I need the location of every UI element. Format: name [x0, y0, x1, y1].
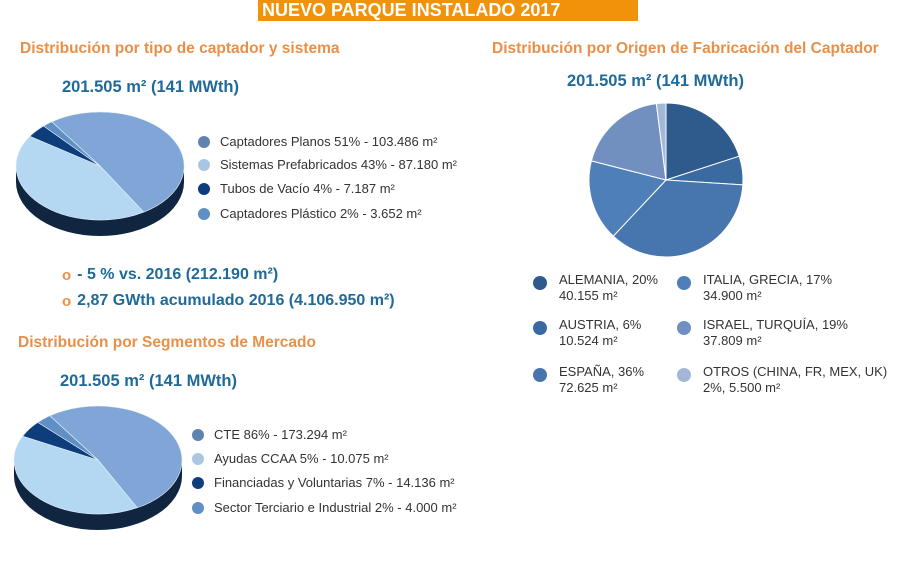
legend-item: ALEMANIA, 20% 40.155 m² — [533, 272, 658, 304]
legend-value: 72.625 m² — [559, 380, 618, 395]
legend-swatch — [533, 368, 547, 382]
legend-label: Captadores Planos 51% - 103.486 m² — [220, 134, 438, 149]
legend-label: Captadores Plástico 2% - 3.652 m² — [220, 206, 422, 221]
legend-label: ITALIA, GRECIA, 17% — [703, 272, 833, 287]
section-total-segmentos: 201.505 m² (141 MWth) — [60, 372, 237, 390]
legend-label: ALEMANIA, 20% — [559, 272, 658, 287]
legend-item: OTROS (CHINA, FR, MEX, UK) 2%, 5.500 m² — [677, 364, 887, 396]
legend-item: ESPAÑA, 36% 72.625 m² — [533, 364, 644, 396]
pie-slice-alemania — [665, 102, 740, 181]
pie-slice-espa-a — [612, 179, 744, 258]
legend-swatch — [192, 476, 204, 489]
pie-slice-sector-terciario-e-industrial — [37, 415, 99, 461]
legend-value: 37.809 m² — [703, 333, 762, 348]
section-title-tipo-captador: Distribución por tipo de captador y sist… — [20, 40, 340, 57]
pie-chart-tipo-captador — [15, 111, 185, 236]
bullet-marker-icon: o — [62, 292, 72, 310]
legend-label: Ayudas CCAA 5% - 10.075 m² — [214, 451, 389, 466]
legend-swatch — [533, 321, 547, 335]
pie-slice-captadores-planos — [51, 111, 185, 213]
section-title-origen: Distribución por Origen de Fabricación d… — [492, 40, 879, 57]
legend-item: ITALIA, GRECIA, 17% 34.900 m² — [677, 272, 832, 304]
pie-slice-otros-china-fr-mex-uk- — [655, 102, 667, 181]
legend-item: Sector Terciario e Industrial 2% - 4.000… — [192, 500, 457, 515]
legend-value: 2%, 5.500 m² — [703, 380, 781, 395]
legend-swatch — [198, 135, 210, 148]
page-banner: NUEVO PARQUE INSTALADO 2017 — [258, 0, 638, 21]
legend-swatch — [192, 501, 204, 514]
pie-slice-sistemas-prefabricados — [15, 135, 145, 221]
pie-slice-ayudas-ccaa — [13, 435, 138, 515]
legend-label: ISRAEL, TURQUÍA, 19% — [703, 317, 848, 332]
legend-item: AUSTRIA, 6% 10.524 m² — [533, 317, 641, 349]
legend-value: 10.524 m² — [559, 333, 618, 348]
legend-swatch — [192, 428, 204, 441]
legend-swatch — [533, 276, 547, 290]
legend-label: CTE 86% - 173.294 m² — [214, 427, 347, 442]
legend-label: Sistemas Prefabricados 43% - 87.180 m² — [220, 157, 457, 172]
legend-label: AUSTRIA, 6% — [559, 317, 642, 332]
legend-swatch — [198, 158, 210, 171]
legend-swatch — [677, 368, 691, 382]
legend-value: 40.155 m² — [559, 288, 618, 303]
legend-swatch — [198, 207, 210, 220]
bullet-text: 2,87 GWth acumulado 2016 (4.106.950 m²) — [77, 292, 395, 309]
legend-swatch — [198, 182, 210, 195]
legend-swatch — [677, 321, 691, 335]
pie-slice-cte — [49, 405, 183, 509]
legend-item: Financiadas y Voluntarias 7% - 14.136 m² — [192, 475, 455, 490]
legend-item: Captadores Plástico 2% - 3.652 m² — [198, 206, 422, 221]
legend-item: Ayudas CCAA 5% - 10.075 m² — [192, 451, 389, 466]
legend-label: OTROS (CHINA, FR, MEX, UK) — [703, 364, 888, 379]
legend-item: Sistemas Prefabricados 43% - 87.180 m² — [198, 157, 457, 172]
legend-swatch — [677, 276, 691, 290]
legend-item: ISRAEL, TURQUÍA, 19% 37.809 m² — [677, 317, 848, 349]
pie-chart-origen — [588, 102, 744, 258]
pie-slice-captadores-pl-stico — [43, 121, 101, 167]
legend-item: Tubos de Vacío 4% - 7.187 m² — [198, 181, 395, 196]
section-title-segmentos: Distribución por Segmentos de Mercado — [18, 334, 316, 351]
legend-label: Sector Terciario e Industrial 2% - 4.000… — [214, 500, 457, 515]
legend-label: ESPAÑA, 36% — [559, 364, 645, 379]
pie-chart-segmentos — [13, 405, 183, 530]
pie-slice-israel-turqu-a — [590, 103, 667, 181]
legend-item: CTE 86% - 173.294 m² — [192, 427, 347, 442]
legend-label: Tubos de Vacío 4% - 7.187 m² — [220, 181, 395, 196]
pie-slice-italia-grecia — [588, 160, 667, 237]
section-total-tipo-captador: 201.505 m² (141 MWth) — [62, 78, 239, 96]
bullet-variacion: o - 5 % vs. 2016 (212.190 m²) — [62, 266, 278, 284]
bullet-text: - 5 % vs. 2016 (212.190 m²) — [77, 266, 279, 283]
legend-value: 34.900 m² — [703, 288, 762, 303]
legend-swatch — [192, 452, 204, 465]
section-total-origen: 201.505 m² (141 MWth) — [567, 72, 744, 90]
bullet-marker-icon: o — [62, 266, 72, 284]
bullet-acumulado: o 2,87 GWth acumulado 2016 (4.106.950 m²… — [62, 292, 395, 310]
legend-item: Captadores Planos 51% - 103.486 m² — [198, 134, 438, 149]
legend-label: Financiadas y Voluntarias 7% - 14.136 m² — [214, 475, 455, 490]
